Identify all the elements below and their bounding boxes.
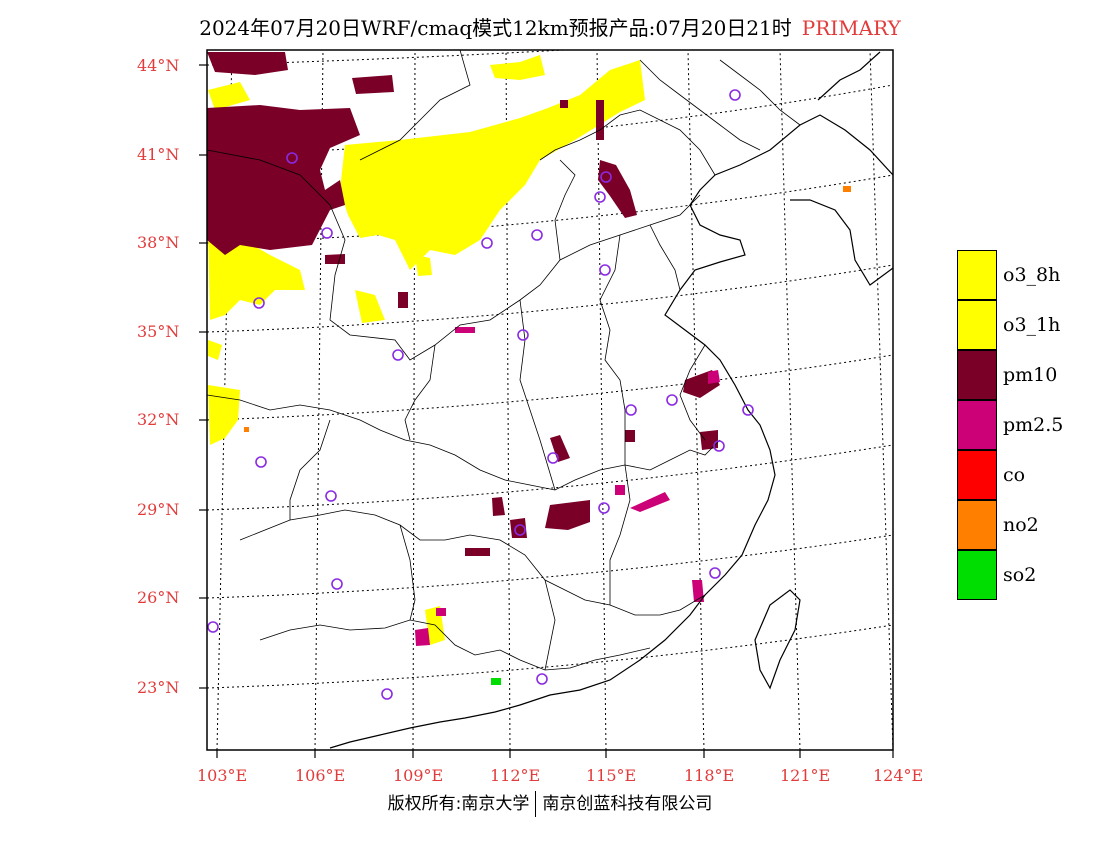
map-border [206, 49, 894, 751]
axis-ticks [199, 64, 894, 758]
legend-item-so2: so2 [957, 550, 1097, 600]
lat-label-23: 23°N [137, 678, 180, 697]
pm25-areas [415, 327, 720, 646]
legend-label: pm10 [1003, 364, 1058, 386]
legend-item-pm10: pm10 [957, 350, 1097, 400]
legend-label: o3_1h [1003, 314, 1061, 336]
lon-label-109: 109°E [393, 766, 444, 785]
legend-label: co [1003, 464, 1026, 486]
legend-swatch [957, 550, 997, 600]
pollutant-legend: o3_8h o3_1h pm10 pm2.5 co no2 so2 [957, 250, 1097, 600]
footer-left: 版权所有:南京大学 [387, 794, 530, 814]
legend-swatch [957, 250, 997, 300]
lat-label-41: 41°N [137, 145, 180, 164]
map-title: 2024年07月20日WRF/cmaq模式12km预报产品:07月20日21时 P… [0, 12, 1100, 41]
legend-swatch [957, 350, 997, 400]
lon-label-112: 112°E [490, 766, 541, 785]
footer-divider [535, 791, 537, 817]
legend-swatch [957, 400, 997, 450]
coastline [329, 51, 893, 749]
so2-areas [491, 678, 501, 685]
pm10-areas [207, 52, 720, 556]
legend-item-o3-8h: o3_8h [957, 250, 1097, 300]
legend-swatch [957, 300, 997, 350]
lat-label-38: 38°N [137, 233, 180, 252]
lon-label-115: 115°E [586, 766, 637, 785]
lon-label-121: 121°E [780, 766, 831, 785]
lon-label-106: 106°E [295, 766, 346, 785]
lon-label-118: 118°E [684, 766, 735, 785]
legend-item-no2: no2 [957, 500, 1097, 550]
legend-swatch [957, 500, 997, 550]
legend-item-pm25: pm2.5 [957, 400, 1097, 450]
lat-label-26: 26°N [137, 588, 180, 607]
legend-label: no2 [1003, 514, 1039, 536]
province-boundaries [207, 50, 801, 671]
longitude-gridlines [216, 50, 893, 750]
city-station-markers [207, 89, 754, 700]
legend-label: so2 [1003, 564, 1037, 586]
legend-item-co: co [957, 450, 1097, 500]
lon-label-103: 103°E [197, 766, 248, 785]
lat-label-35: 35°N [137, 322, 180, 341]
lat-label-29: 29°N [137, 500, 180, 519]
o3-areas [208, 55, 645, 645]
legend-swatch [957, 450, 997, 500]
lon-label-124: 124°E [873, 766, 924, 785]
no2-areas [244, 186, 851, 432]
title-tag: PRIMARY [801, 16, 901, 40]
title-main: 2024年07月20日WRF/cmaq模式12km预报产品:07月20日21时 [199, 16, 792, 40]
copyright-footer: 版权所有:南京大学 南京创蓝科技有限公司 [0, 789, 1100, 817]
lat-label-32: 32°N [137, 410, 180, 429]
legend-label: o3_8h [1003, 264, 1061, 286]
lat-label-44: 44°N [137, 56, 180, 75]
legend-item-o3-1h: o3_1h [957, 300, 1097, 350]
footer-right: 南京创蓝科技有限公司 [542, 794, 713, 814]
legend-label: pm2.5 [1003, 414, 1064, 436]
